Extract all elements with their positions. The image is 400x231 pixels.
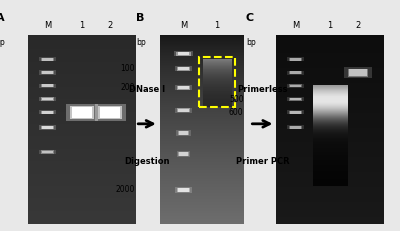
Bar	[178, 52, 190, 55]
Bar	[94, 104, 126, 121]
Bar	[179, 152, 188, 156]
Bar	[290, 126, 301, 129]
Bar	[178, 67, 188, 70]
Text: C: C	[246, 13, 254, 23]
Bar	[175, 85, 192, 90]
Bar	[39, 97, 56, 101]
Bar	[178, 152, 188, 156]
Bar	[42, 98, 53, 100]
Text: M: M	[292, 21, 299, 30]
Bar	[41, 71, 54, 74]
Bar	[42, 71, 53, 74]
Bar	[176, 108, 192, 113]
Bar	[287, 97, 304, 101]
Bar	[350, 69, 367, 76]
Bar	[42, 111, 53, 114]
Text: 200: 200	[120, 83, 135, 92]
Bar	[289, 71, 302, 74]
Bar	[289, 97, 302, 100]
Text: 600: 600	[229, 108, 244, 117]
Text: 2000: 2000	[116, 185, 135, 195]
Bar	[174, 51, 193, 56]
Text: Primer PCR: Primer PCR	[236, 158, 289, 166]
Bar	[176, 52, 190, 56]
Bar	[178, 86, 189, 89]
Text: 100: 100	[120, 64, 135, 73]
Bar	[41, 58, 54, 61]
Bar	[177, 151, 190, 157]
Bar	[39, 110, 56, 114]
Bar	[42, 85, 53, 87]
Bar	[287, 84, 304, 88]
Text: 500: 500	[229, 94, 244, 103]
Text: 2: 2	[108, 21, 113, 30]
Bar	[344, 67, 372, 78]
Bar	[290, 111, 301, 114]
Bar	[42, 126, 53, 129]
Text: B: B	[136, 13, 145, 23]
Bar	[287, 125, 304, 129]
Bar	[42, 58, 53, 61]
Bar	[178, 188, 189, 192]
Text: 2: 2	[356, 21, 361, 30]
Text: 1: 1	[327, 21, 333, 30]
Text: Digestion: Digestion	[124, 158, 170, 166]
Bar	[72, 107, 92, 118]
Bar	[41, 126, 54, 129]
Bar	[290, 85, 301, 87]
Text: bp: bp	[246, 38, 256, 47]
Bar	[200, 57, 235, 107]
Bar	[289, 111, 302, 114]
Bar	[70, 106, 94, 119]
Bar	[39, 84, 56, 88]
Bar	[41, 111, 54, 114]
Bar	[175, 187, 192, 193]
Bar	[39, 70, 56, 75]
Bar	[39, 57, 56, 61]
Text: bp: bp	[136, 38, 146, 47]
Bar	[179, 131, 188, 135]
Text: bp: bp	[0, 38, 5, 47]
Bar	[41, 84, 54, 87]
Bar	[178, 131, 189, 135]
Bar	[287, 110, 304, 114]
Bar	[176, 66, 192, 71]
Text: M: M	[180, 21, 187, 30]
Text: 1: 1	[214, 21, 220, 30]
Bar	[178, 67, 190, 71]
Text: Primerless: Primerless	[237, 85, 288, 94]
Bar	[348, 69, 368, 76]
Bar	[178, 108, 190, 112]
Bar	[100, 107, 120, 118]
Bar	[178, 109, 188, 112]
Bar	[290, 58, 301, 61]
Text: DNase I: DNase I	[129, 85, 165, 94]
Bar	[177, 86, 190, 90]
Bar	[41, 97, 54, 101]
Bar	[98, 106, 122, 119]
Text: 1: 1	[79, 21, 85, 30]
Bar	[287, 57, 304, 61]
Bar	[41, 151, 54, 154]
Text: A: A	[0, 13, 4, 23]
Bar	[287, 70, 304, 75]
Bar	[290, 71, 301, 74]
Bar	[290, 98, 301, 100]
Bar	[42, 151, 53, 153]
Bar	[177, 188, 190, 192]
Bar	[289, 126, 302, 129]
Bar	[289, 84, 302, 87]
Bar	[176, 131, 191, 136]
Text: M: M	[44, 21, 51, 30]
Bar	[66, 104, 98, 121]
Bar	[289, 58, 302, 61]
Bar	[39, 125, 56, 130]
Bar	[39, 150, 56, 154]
